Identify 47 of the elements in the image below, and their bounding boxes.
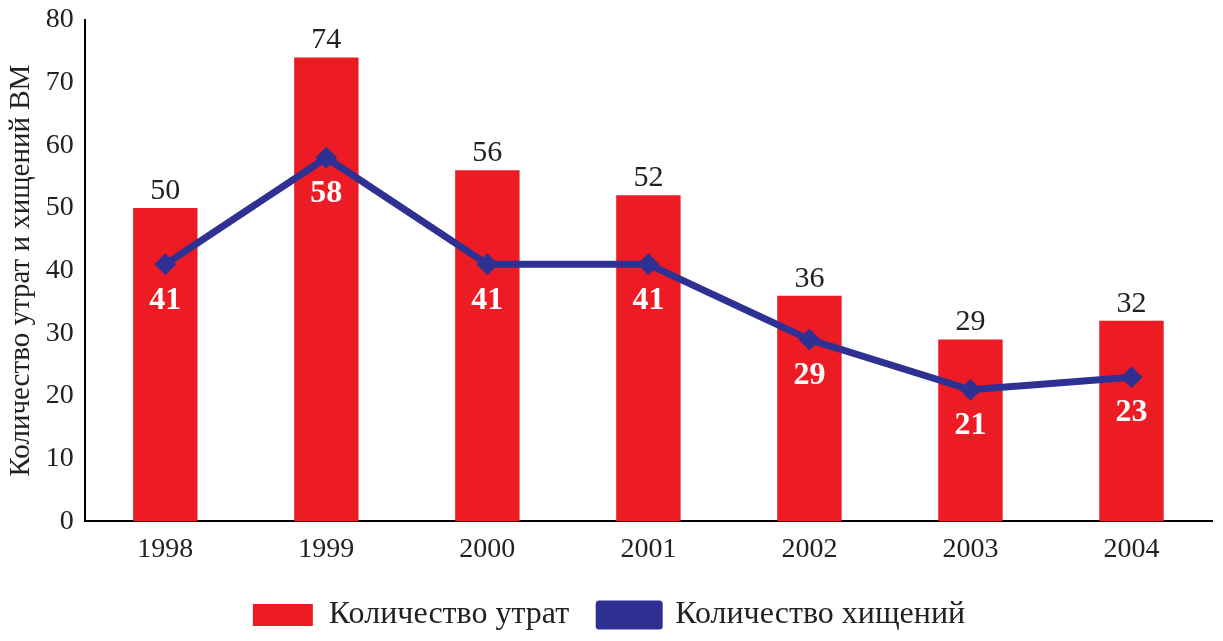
point (1120, 366, 1143, 389)
y-tick-label: 50 (45, 190, 74, 222)
data-label: 74 (311, 21, 342, 55)
bar (938, 339, 1003, 522)
y-tick-label: 40 (45, 252, 74, 284)
x-tick-label: 2001 (620, 531, 677, 563)
point (315, 146, 338, 169)
data-label: 32 (1116, 284, 1147, 318)
data-label: 50 (150, 171, 181, 205)
x-tick-label: 2004 (1103, 531, 1160, 563)
data-label: 41 (632, 279, 665, 316)
data-label: 58 (310, 173, 343, 210)
y-tick-label: 10 (45, 441, 74, 473)
data-label: 41 (149, 279, 182, 316)
y-tick-label: 0 (59, 503, 74, 535)
point (637, 253, 660, 276)
data-label: 52 (633, 159, 664, 193)
x-tick-label: 2002 (781, 531, 838, 563)
y-tick-label: 60 (45, 127, 74, 159)
bar (616, 195, 681, 522)
y-tick-label: 80 (45, 2, 74, 34)
y-tick-label: 20 (45, 378, 74, 410)
bar (777, 295, 842, 522)
data-label: 29 (793, 354, 826, 391)
y-tick-label: 30 (45, 315, 74, 347)
bar (1099, 320, 1164, 522)
x-tick-label: 1998 (137, 531, 194, 563)
bar (294, 57, 359, 522)
legend-label: Количество хищений (675, 594, 966, 631)
point (798, 328, 821, 351)
data-label: 56 (472, 134, 503, 168)
data-label: 23 (1115, 392, 1148, 429)
data-label: 29 (955, 303, 986, 337)
y-tick-label: 70 (45, 64, 74, 96)
x-tick-label: 1999 (298, 531, 355, 563)
legend-label: Количество утрат (328, 594, 570, 631)
point (476, 253, 499, 276)
point (959, 378, 982, 401)
point (154, 253, 177, 276)
x-tick-label: 2000 (459, 531, 516, 563)
x-tick-label: 2003 (942, 531, 999, 563)
bar (455, 170, 520, 522)
bar (133, 207, 198, 522)
data-label: 41 (471, 279, 504, 316)
data-label: 36 (794, 259, 825, 293)
data-label: 21 (954, 405, 987, 441)
y-axis-title: Количество утрат и хищений ВМ (3, 64, 36, 477)
